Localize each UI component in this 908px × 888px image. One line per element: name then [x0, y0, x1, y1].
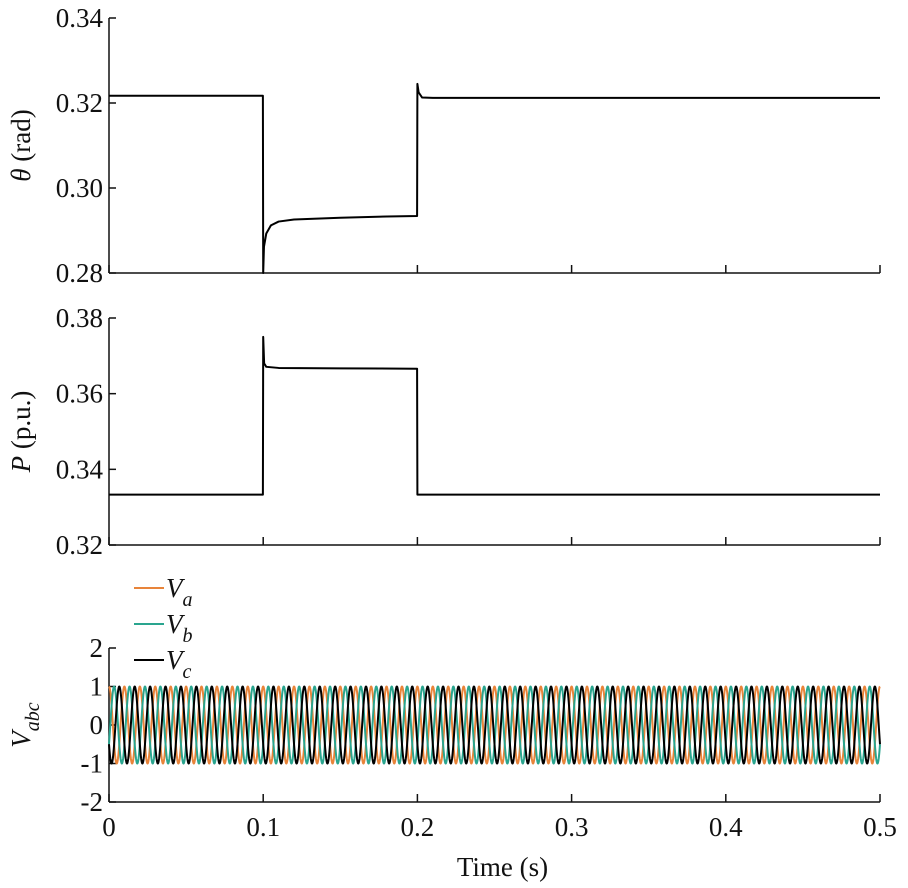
y-axis-label-symbol: P — [6, 456, 36, 474]
legend-label-subscript: b — [183, 625, 193, 647]
y-axis-label: θ (rad) — [6, 109, 36, 181]
x-axis-label: Time (s) — [457, 852, 548, 882]
legend-label-symbol: V — [166, 609, 186, 639]
y-axis-label: P (p.u.) — [6, 391, 36, 474]
y-axis-label-unit: (rad) — [6, 109, 36, 168]
y-axis-label: Vabc — [6, 702, 44, 748]
series-line — [109, 335, 880, 496]
y-tick-label: 0 — [90, 710, 104, 740]
y-tick-label: 0.32 — [56, 530, 103, 560]
legend-label-symbol: V — [166, 573, 186, 603]
legend-label-subscript: a — [183, 589, 193, 611]
legend-label-subscript: c — [183, 661, 192, 683]
legend-label: Vb — [166, 609, 193, 647]
x-tick-label: 0.3 — [555, 812, 589, 842]
x-tick-label: 0.2 — [401, 812, 435, 842]
y-tick-label: 0.28 — [56, 258, 103, 288]
legend-label-symbol: V — [166, 645, 186, 675]
series-line-vc — [108, 685, 881, 765]
legend-label: Vc — [166, 645, 192, 683]
series-line — [109, 82, 880, 274]
y-axis-label-symbol: θ — [6, 168, 36, 181]
y-axis-label-symbol: V — [6, 728, 36, 748]
x-tick-label: 0.1 — [246, 812, 280, 842]
power-panel: 0.32 0.34 0.36 0.38 P (p.u.) — [6, 303, 881, 560]
y-tick-label: 0.34 — [56, 454, 104, 484]
x-tick-label: 0 — [102, 812, 116, 842]
y-tick-label: -2 — [81, 787, 104, 817]
y-tick-label: 0.32 — [56, 88, 103, 118]
x-tick-label: 0.5 — [863, 812, 897, 842]
y-tick-label: 0.36 — [56, 379, 103, 409]
x-tick-label: 0.4 — [709, 812, 743, 842]
y-tick-label: 2 — [90, 633, 104, 663]
y-tick-label: 1 — [90, 672, 104, 702]
y-tick-label: -1 — [81, 749, 104, 779]
y-tick-label: 0.38 — [56, 303, 103, 333]
y-tick-label: 0.30 — [56, 173, 103, 203]
legend-label: Va — [166, 573, 193, 611]
y-axis-label-unit: (p.u.) — [6, 391, 36, 456]
y-tick-label: 0.34 — [56, 3, 104, 33]
theta-panel: 0.28 0.30 0.32 0.34 θ (rad) — [6, 3, 881, 288]
y-axis-label-subscript: abc — [22, 702, 44, 731]
